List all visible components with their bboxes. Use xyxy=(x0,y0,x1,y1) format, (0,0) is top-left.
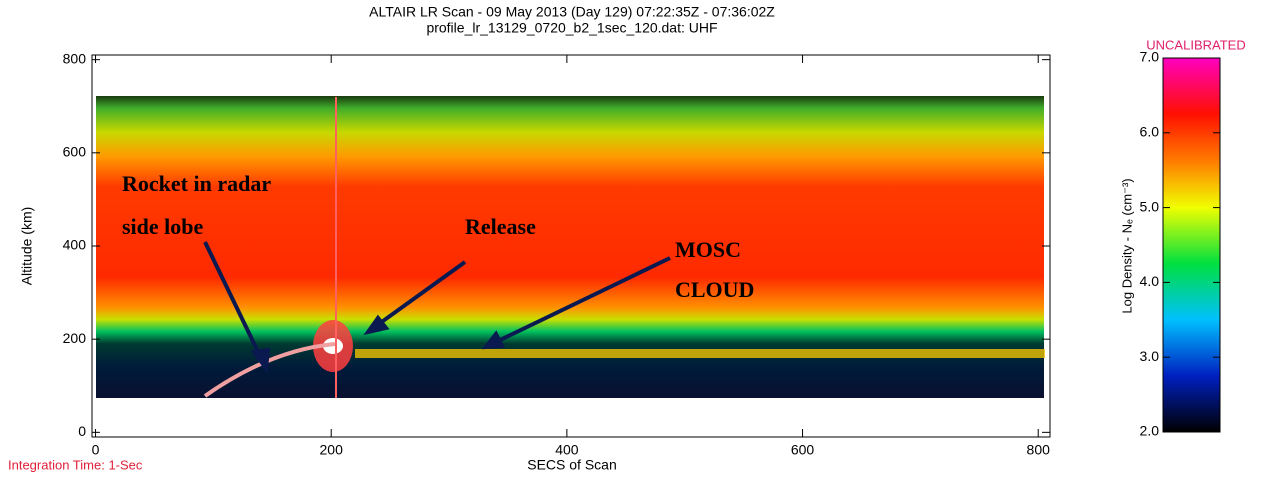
chart-subtitle: profile_lr_13129_0720_b2_1sec_120.dat: U… xyxy=(426,20,717,36)
colorbar-note: UNCALIBRATED xyxy=(1146,37,1245,52)
heatmap-image xyxy=(96,96,1045,398)
arrow-head xyxy=(250,347,271,374)
arrow-head xyxy=(363,314,390,336)
colorbar-tick-label: 3.0 xyxy=(1140,348,1160,364)
arrow xyxy=(495,256,671,344)
arrows xyxy=(203,241,671,374)
y-tick-label: 200 xyxy=(63,330,87,346)
colorbar-tick-label: 5.0 xyxy=(1140,198,1160,214)
y-tick-label: 400 xyxy=(63,237,87,253)
y-tick-label: 600 xyxy=(63,144,87,160)
colorbar-tick-label: 2.0 xyxy=(1140,423,1160,439)
colorbar-tick-label: 4.0 xyxy=(1140,273,1160,289)
colorbar-tick-label: 6.0 xyxy=(1140,124,1160,140)
x-axis-label: SECS of Scan xyxy=(527,457,617,473)
x-tick-label: 400 xyxy=(555,442,579,458)
x-tick-label: 0 xyxy=(92,442,100,458)
arrow-head xyxy=(481,330,506,350)
y-tick-label: 800 xyxy=(63,50,87,66)
y-tick-label: 0 xyxy=(78,423,86,439)
colorbar-label: Log Density - Nₑ (cm⁻³) xyxy=(1119,178,1134,313)
annotation: Release xyxy=(465,214,536,239)
chart-title: ALTAIR LR Scan - 09 May 2013 (Day 129) 0… xyxy=(369,4,775,20)
arrow xyxy=(203,241,264,361)
footer: Integration Time: 1-Sec xyxy=(8,457,143,472)
x-tick-label: 800 xyxy=(1027,442,1051,458)
annotation: CLOUD xyxy=(675,277,754,302)
colorbar xyxy=(1162,57,1221,433)
x-tick-label: 200 xyxy=(320,442,344,458)
x-tick-label: 600 xyxy=(791,442,815,458)
arrow xyxy=(374,260,467,328)
annotation: MOSC xyxy=(675,237,741,262)
rocket-track xyxy=(203,342,336,398)
annotation: side lobe xyxy=(122,214,204,239)
annotation: Rocket in radar xyxy=(122,171,271,196)
colorbar-tick-label: 7.0 xyxy=(1140,49,1160,65)
y-axis-label: Altitude (km) xyxy=(19,207,35,286)
cloud-trail xyxy=(355,349,1045,358)
